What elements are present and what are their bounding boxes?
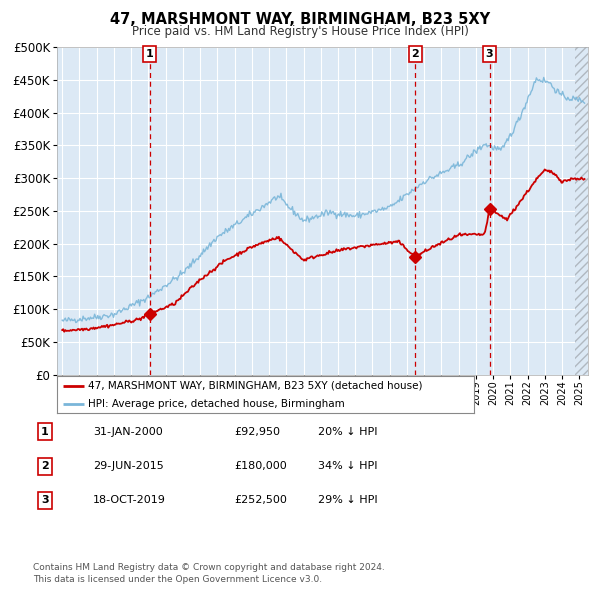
Text: 29-JUN-2015: 29-JUN-2015: [93, 461, 164, 471]
Text: 47, MARSHMONT WAY, BIRMINGHAM, B23 5XY (detached house): 47, MARSHMONT WAY, BIRMINGHAM, B23 5XY (…: [88, 381, 423, 391]
Text: 3: 3: [486, 49, 493, 59]
Text: 2: 2: [41, 461, 49, 471]
Text: 1: 1: [146, 49, 154, 59]
Bar: [575, 47, 588, 375]
Text: 34% ↓ HPI: 34% ↓ HPI: [318, 461, 377, 471]
Text: £180,000: £180,000: [234, 461, 287, 471]
Text: 18-OCT-2019: 18-OCT-2019: [93, 496, 166, 505]
Text: 3: 3: [41, 496, 49, 505]
Text: 2: 2: [412, 49, 419, 59]
Text: £252,500: £252,500: [234, 496, 287, 505]
Text: Contains HM Land Registry data © Crown copyright and database right 2024.
This d: Contains HM Land Registry data © Crown c…: [33, 563, 385, 584]
Text: 47, MARSHMONT WAY, BIRMINGHAM, B23 5XY: 47, MARSHMONT WAY, BIRMINGHAM, B23 5XY: [110, 12, 490, 27]
Text: HPI: Average price, detached house, Birmingham: HPI: Average price, detached house, Birm…: [88, 399, 345, 409]
Text: 20% ↓ HPI: 20% ↓ HPI: [318, 427, 377, 437]
Text: 29% ↓ HPI: 29% ↓ HPI: [318, 496, 377, 505]
Text: £92,950: £92,950: [234, 427, 280, 437]
Text: Price paid vs. HM Land Registry's House Price Index (HPI): Price paid vs. HM Land Registry's House …: [131, 25, 469, 38]
Text: 31-JAN-2000: 31-JAN-2000: [93, 427, 163, 437]
Text: 1: 1: [41, 427, 49, 437]
